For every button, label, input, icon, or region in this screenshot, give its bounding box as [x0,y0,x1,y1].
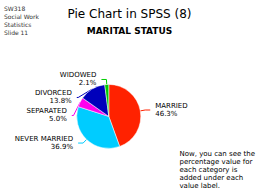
svg-text:Social Work: Social Work [4,13,39,20]
svg-text:36.9%: 36.9% [51,143,74,151]
svg-text:value label.: value label. [179,182,220,190]
svg-text:each category is: each category is [179,166,237,174]
svg-text:13.8%: 13.8% [50,97,73,105]
svg-text:46.3%: 46.3% [155,110,178,118]
svg-text:NEVER MARRIED: NEVER MARRIED [15,135,73,143]
svg-text:Pie Chart in SPSS (8): Pie Chart in SPSS (8) [68,7,192,21]
svg-text:percentage value for: percentage value for [179,158,252,166]
svg-text:added under each: added under each [179,174,243,182]
svg-text:2.1%: 2.1% [79,79,97,87]
svg-text:Statistics: Statistics [4,21,31,28]
svg-text:MARRIED: MARRIED [155,102,187,110]
svg-text:DIVORCED: DIVORCED [35,89,72,97]
svg-text:5.0%: 5.0% [49,115,67,123]
svg-text:Now, you can see the: Now, you can see the [179,150,255,158]
svg-text:SW318: SW318 [4,5,25,12]
svg-text:SEPARATED: SEPARATED [26,107,66,115]
svg-text:MARITAL STATUS: MARITAL STATUS [87,26,173,36]
svg-text:WIDOWED: WIDOWED [60,71,97,79]
svg-text:Slide 11: Slide 11 [4,29,28,36]
